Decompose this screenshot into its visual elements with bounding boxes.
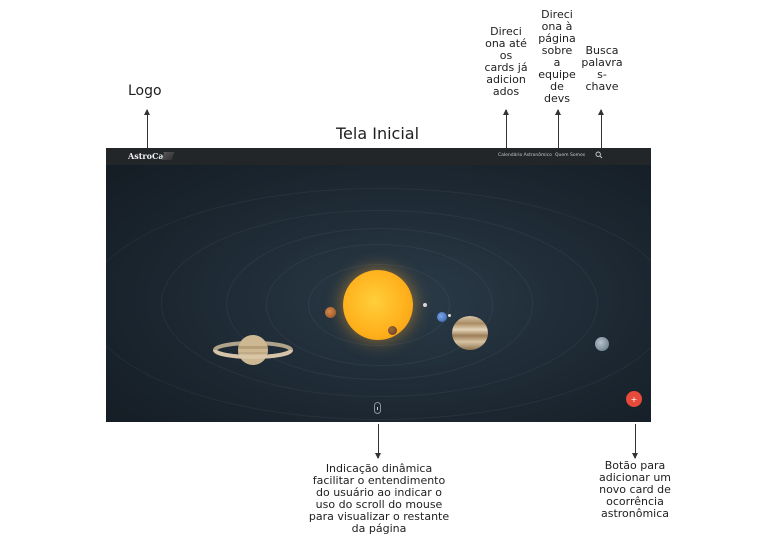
add-card-button[interactable]: + (626, 391, 642, 407)
planet-mercury (325, 307, 336, 318)
annotation-team: Direci ona à página sobre a equipe de de… (538, 8, 576, 105)
annotation-logo: Logo (128, 83, 162, 99)
planet-jupiter (452, 316, 488, 350)
arrow-scroll (375, 424, 381, 459)
screen-title: Tela Inicial (336, 124, 420, 143)
orbit-ring (106, 188, 651, 420)
annotation-search: Busca palavra s- chave (581, 44, 623, 93)
planet-saturn (213, 335, 293, 365)
planet-venus (388, 326, 397, 335)
arrow-team (555, 109, 561, 148)
annotation-add: Botão para adicionar um novo card de oco… (598, 459, 672, 520)
nav-link-about[interactable]: Quem Somos (555, 153, 586, 158)
navbar: AstroCal Calendário Astronômico Quem Som… (106, 148, 651, 165)
logo[interactable]: AstroCal (128, 151, 167, 161)
arrow-add (632, 424, 638, 459)
moon (448, 314, 451, 317)
arrow-calendar (503, 109, 509, 148)
arrow-search (598, 109, 604, 148)
sun (343, 270, 413, 340)
scroll-indicator-icon (374, 402, 381, 414)
nav-link-calendar[interactable]: Calendário Astronômico (498, 153, 552, 158)
planet-uranus (595, 337, 609, 351)
planet-earth (437, 312, 447, 322)
planet-small (423, 303, 427, 307)
logo-mark-icon (161, 152, 175, 160)
annotation-calendar: Direci ona até os cards já adicion ados (484, 25, 528, 98)
app-screen: AstroCal Calendário Astronômico Quem Som… (106, 148, 651, 422)
search-icon[interactable] (595, 151, 603, 159)
annotation-scroll: Indicação dinâmica facilitar o entendime… (308, 462, 450, 535)
arrow-logo (144, 109, 150, 148)
